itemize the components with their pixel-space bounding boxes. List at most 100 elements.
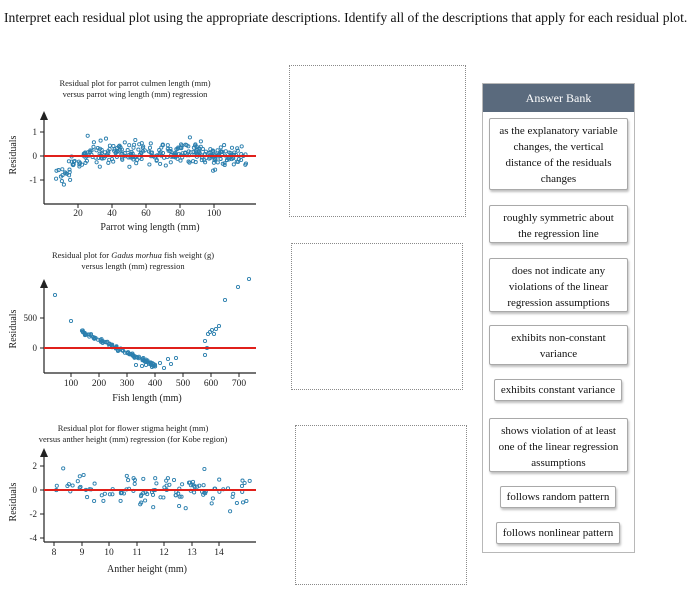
plot-title-line1: Residual plot for flower stigma height (… [58,423,209,433]
residual-point [177,494,182,499]
residual-point [175,156,180,161]
residual-point [145,358,150,363]
residual-point [180,482,185,487]
residual-point [246,276,252,282]
residual-point [160,142,165,148]
answer-card-non-constant-variance[interactable]: exhibits non-constant variance [489,325,628,365]
residual-point [164,483,169,488]
svg-text:60: 60 [141,209,151,219]
residual-point [239,144,244,149]
residual-point [125,148,130,153]
residual-point [85,133,90,138]
drop-zone-plot-1[interactable] [289,65,466,217]
residual-point [89,148,94,153]
residual-point [149,362,154,368]
residual-point [67,170,72,175]
residual-point [102,339,107,344]
residual-point [92,481,97,486]
answer-card-nonlinear-pattern[interactable]: follows nonlinear pattern [496,522,620,544]
answer-card-violation[interactable]: shows violation of at least one of the l… [489,418,628,472]
residual-point [60,173,65,178]
answer-bank-header: Answer Bank [483,84,634,112]
residual-point [138,502,143,507]
residual-point [154,158,159,163]
residual-point [61,182,66,187]
residual-point [82,331,87,336]
residual-point [168,148,173,154]
residual-points [52,276,252,371]
residual-point [247,478,252,483]
drop-zone-plot-2[interactable] [291,243,463,390]
residual-point [132,354,137,360]
residual-point [235,284,241,290]
residual-point [134,161,139,166]
answer-card-random-pattern[interactable]: follows random pattern [500,486,616,508]
residual-point [177,503,182,509]
residual-point [171,477,177,483]
residual-point [187,135,192,140]
residual-point [140,145,145,150]
residual-point [232,150,237,155]
residual-point [85,495,90,500]
residual-point [197,149,202,154]
residual-plot-parrot: Residual plot for parrot culmen length (… [8,78,256,233]
residual-point [192,485,197,490]
residual-point [139,156,144,162]
residual-point [66,482,71,487]
residual-point [54,168,59,173]
svg-text:700: 700 [232,379,247,389]
residual-point [158,161,163,166]
residual-point [215,160,220,165]
residual-point [94,160,99,165]
residual-point [195,484,200,489]
residual-point [201,483,206,488]
answer-card-vertical-distance-changes[interactable]: as the explanatory variable changes, the… [489,118,628,190]
residual-point [202,466,207,472]
residual-point [183,506,188,511]
svg-text:0: 0 [33,485,38,495]
residual-point [218,156,223,162]
residual-point [127,143,132,148]
svg-text:100: 100 [64,379,79,389]
residual-point [209,501,214,506]
y-axis-arrow [40,448,48,457]
residual-point [127,164,132,169]
residual-point [91,140,96,145]
residual-point [161,495,166,500]
residual-point [239,483,245,489]
residual-point [68,318,74,324]
svg-text:300: 300 [120,379,135,389]
residual-point [139,141,144,146]
residual-point [208,150,213,155]
answer-card-no-violations[interactable]: does not indicate any violations of the … [489,258,628,312]
residual-point [107,143,112,148]
y-axis-label: Residuals [8,135,19,174]
residual-point [173,355,179,361]
residual-point [105,339,110,344]
x-ticks: 100 200 300 400 500 600 700 [64,373,247,389]
residual-point [163,163,168,168]
svg-text:100: 100 [207,209,222,219]
svg-text:8: 8 [52,548,57,558]
svg-text:-2: -2 [30,509,38,519]
residual-point [192,143,198,148]
residual-point [61,466,66,471]
residual-point [231,162,236,167]
residual-point [87,334,92,339]
svg-text:0: 0 [33,343,38,353]
residual-point [113,151,118,156]
residual-point [143,362,149,368]
drop-zone-plot-3[interactable] [295,425,467,585]
y-axis-arrow [40,111,48,120]
residual-point [165,143,170,148]
answer-card-symmetric[interactable]: roughly symmetric about the regression l… [489,205,628,243]
residual-point [165,476,170,481]
residual-point [216,323,222,329]
residual-point [222,297,228,303]
svg-text:9: 9 [80,548,85,558]
residual-points [54,466,252,514]
answer-card-constant-variance[interactable]: exhibits constant variance [494,379,622,401]
residual-point [141,476,146,481]
x-axis-label: Fish length (mm) [112,393,181,404]
residual-point [103,136,109,141]
